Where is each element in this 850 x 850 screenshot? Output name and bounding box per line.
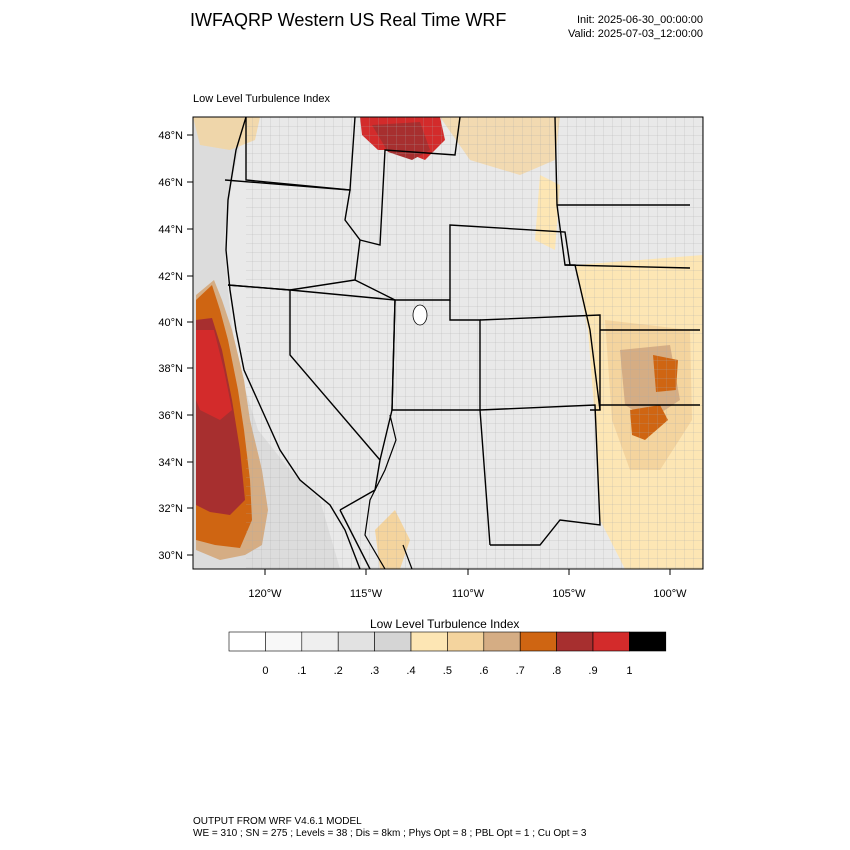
lat-label: 32°N (158, 503, 183, 515)
colorbar-swatch (556, 631, 594, 652)
great-salt-lake (412, 304, 428, 326)
colorbar-swatch (592, 631, 630, 652)
colorbar-swatch (265, 631, 303, 652)
colorbar-swatch (337, 631, 375, 652)
county-lines (246, 117, 703, 569)
footer-config-info: WE = 310 ; SN = 275 ; Levels = 38 ; Dis … (193, 828, 587, 839)
colorbar-swatch (483, 631, 521, 652)
colorbar-label: 1 (626, 665, 632, 677)
lat-label: 42°N (158, 271, 183, 283)
colorbar-swatch (228, 631, 266, 652)
colorbar-label: .9 (588, 665, 597, 677)
lon-label: 105°W (552, 588, 586, 600)
lon-label: 110°W (452, 588, 485, 600)
lon-label: 115°W (350, 588, 383, 600)
colorbar: 0 .1 .2 .3 .4 .5 .6 .7 .8 .9 1 (228, 631, 667, 677)
colorbar-label: .1 (297, 665, 306, 677)
lat-label: 46°N (158, 177, 183, 189)
init-time: Init: 2025-06-30_00:00:00 (577, 14, 703, 26)
coastline (225, 117, 361, 569)
footer-model-info: OUTPUT FROM WRF V4.6.1 MODEL (193, 816, 362, 827)
ocean-plume-red (196, 330, 232, 420)
colorbar-label: .7 (516, 665, 525, 677)
lat-label: 44°N (158, 224, 183, 236)
colorbar-label: .2 (334, 665, 343, 677)
lat-label: 36°N (158, 410, 183, 422)
colorbar-label: .3 (370, 665, 379, 677)
colorbar-swatch (519, 631, 557, 652)
gulf-of-california-coast (364, 414, 397, 569)
lat-label: 34°N (158, 457, 183, 469)
lat-label: 38°N (158, 363, 183, 375)
lon-axis: 120°W 115°W 110°W 105°W 100°W (248, 569, 687, 600)
colorbar-swatch (447, 631, 485, 652)
colorbar-swatch (629, 631, 667, 652)
colorbar-label: .5 (443, 665, 452, 677)
lat-label: 40°N (158, 317, 183, 329)
colorbar-label: .8 (552, 665, 561, 677)
colorbar-label: .4 (406, 665, 415, 677)
page-title: IWFAQRP Western US Real Time WRF (190, 10, 507, 30)
lon-label: 120°W (248, 588, 282, 600)
lon-label: 100°W (653, 588, 687, 600)
lat-label: 48°N (158, 130, 183, 142)
valid-time: Valid: 2025-07-03_12:00:00 (568, 28, 703, 40)
map-frame (192, 116, 704, 570)
colorbar-label: 0 (262, 665, 268, 677)
colorbar-swatch (374, 631, 412, 652)
colorbar-swatch (301, 631, 339, 652)
colorbar-label: .6 (479, 665, 488, 677)
plot-title: Low Level Turbulence Index (193, 93, 330, 105)
colorbar-swatch (410, 631, 448, 652)
mainland-coast (402, 544, 413, 569)
lat-label: 30°N (158, 550, 183, 562)
lat-axis: 48°N 46°N 44°N 42°N 40°N 38°N 36°N 34°N … (158, 130, 193, 562)
map-area (193, 117, 703, 569)
colorbar-title: Low Level Turbulence Index (370, 617, 520, 631)
state-boundaries (224, 117, 700, 569)
